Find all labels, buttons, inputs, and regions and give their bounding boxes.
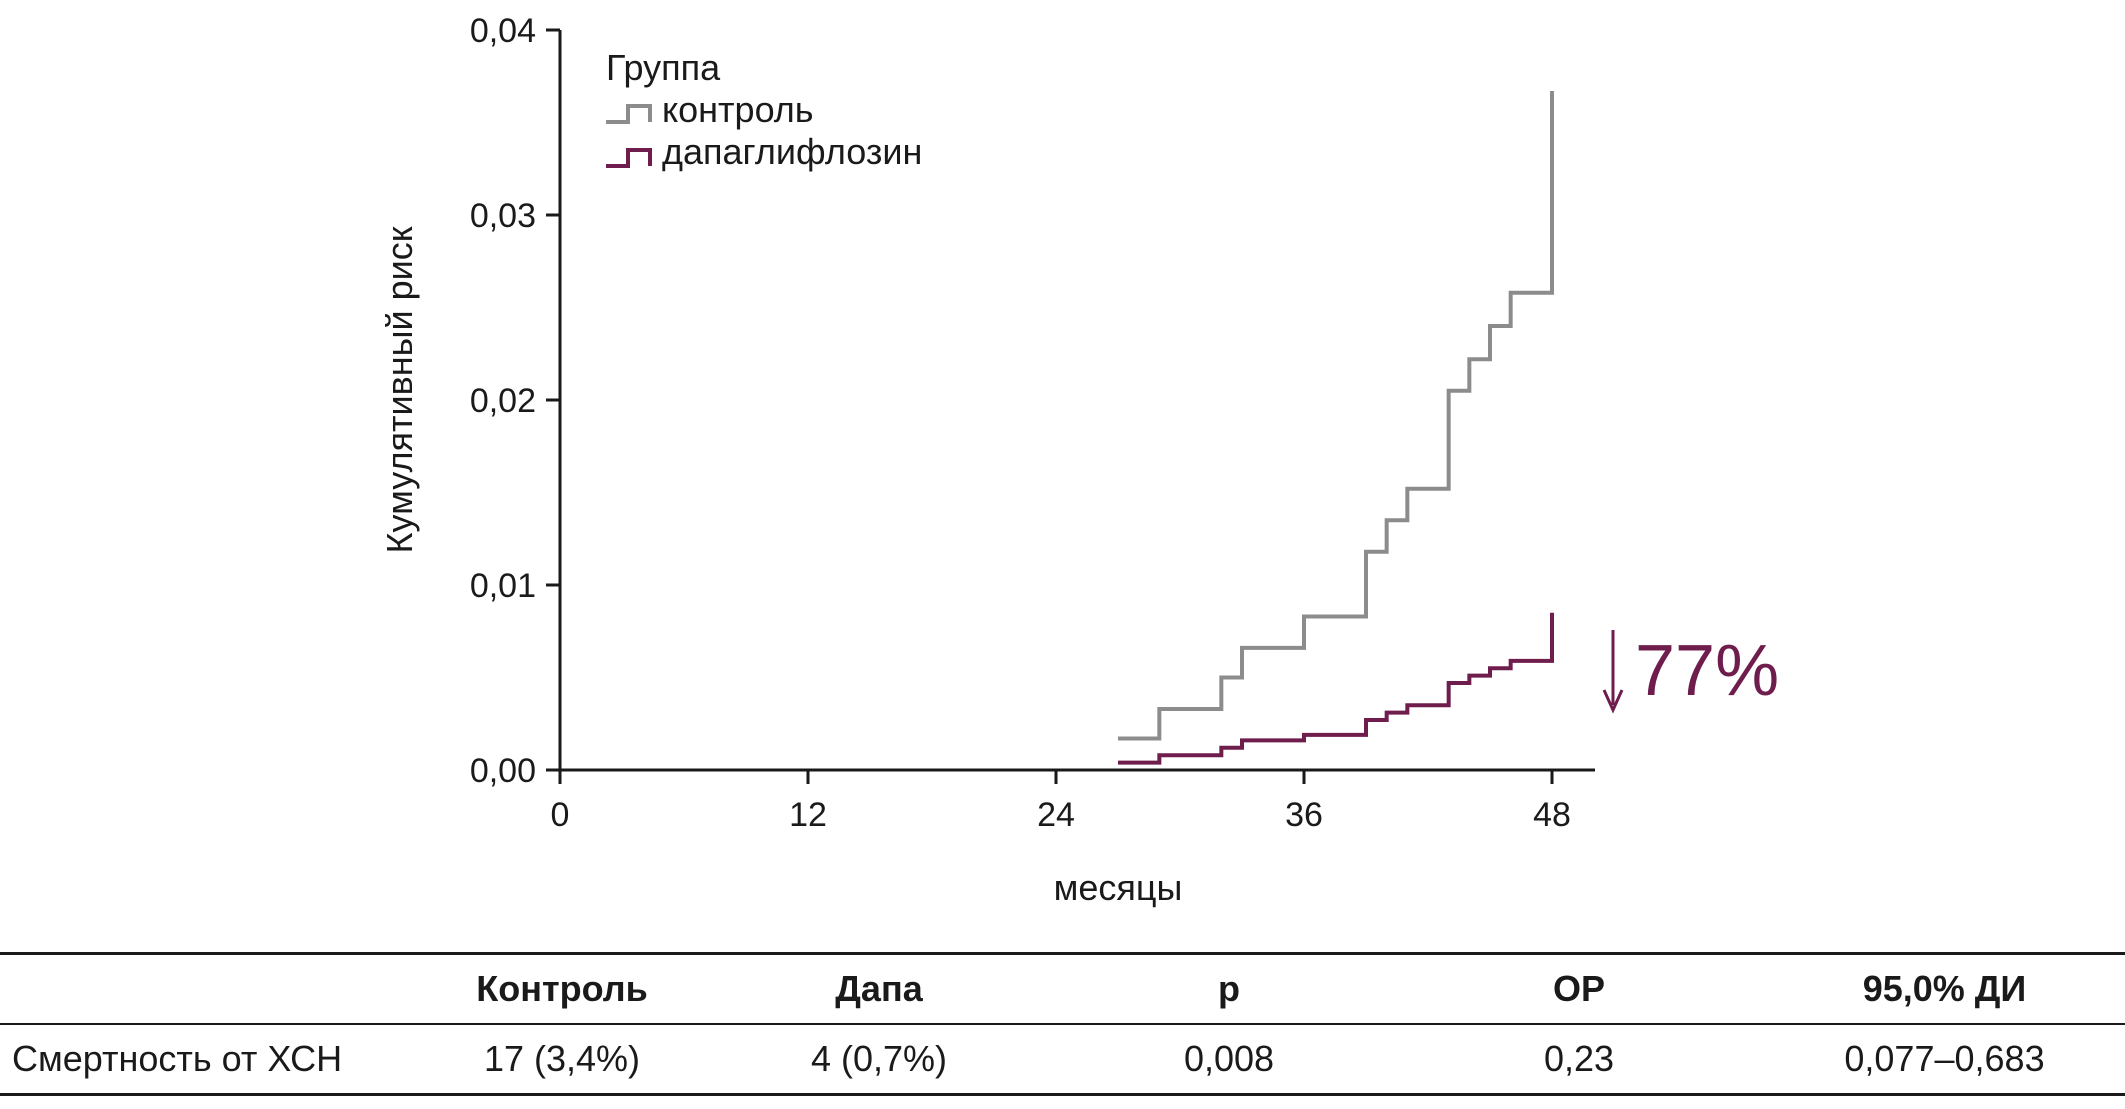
y-tick-label: 0,02 xyxy=(470,382,536,420)
x-tick-label: 48 xyxy=(1533,796,1571,834)
x-tick-label: 0 xyxy=(551,796,570,834)
x-tick-label: 36 xyxy=(1285,796,1323,834)
y-tick-label: 0,00 xyxy=(470,752,536,790)
legend: Группа контроль дапаглифлозин xyxy=(606,47,922,172)
row-label: Смертность от ХСН xyxy=(12,1038,343,1079)
y-tick-label: 0,03 xyxy=(470,197,536,235)
y-tick-label: 0,01 xyxy=(470,567,536,605)
y-axis-title: Кумулятивный риск xyxy=(379,226,420,553)
cell-p: 0,008 xyxy=(1183,1038,1275,1079)
cumulative-risk-chart: 0,00 0,01 0,02 0,03 0,04 0 12 24 36 48 месяцы Ку… xyxy=(379,12,1779,908)
series-line-control xyxy=(1118,91,1554,741)
y-tick-label: 0,04 xyxy=(470,12,536,50)
legend-swatch-dapa xyxy=(606,148,652,168)
series-line-dapa xyxy=(1118,612,1554,765)
x-tick-label: 24 xyxy=(1037,796,1075,834)
x-tick-label: 12 xyxy=(789,796,827,834)
down-arrow-head-icon xyxy=(1602,689,1624,714)
x-axis-title: месяцы xyxy=(1054,867,1183,908)
header-cell-control: Контроль xyxy=(476,968,648,1009)
header-cell-dapa: Дапа xyxy=(835,968,923,1009)
cell-hr: 0,23 xyxy=(1543,1038,1615,1079)
series-layer xyxy=(1118,91,1554,765)
cell-control: 17 (3,4%) xyxy=(483,1038,641,1079)
summary-table: Контроль Дапа p ОР 95,0% ДИ Смертность о… xyxy=(0,952,2125,1096)
header-cell-hr: ОР xyxy=(1552,968,1605,1009)
legend-label-dapa: дапаглифлозин xyxy=(662,131,922,172)
reduction-percent: 77% xyxy=(1635,631,1779,711)
y-ticks: 0,00 0,01 0,02 0,03 0,04 xyxy=(470,12,560,790)
header-cell-ci: 95,0% ДИ xyxy=(1862,968,2027,1009)
legend-label-control: контроль xyxy=(662,89,814,130)
table-header-row: Контроль Дапа p ОР 95,0% ДИ xyxy=(0,953,2125,1025)
reduction-annotation: 77% xyxy=(1602,630,1779,714)
cell-ci: 0,077–0,683 xyxy=(1844,1038,2045,1079)
legend-title: Группа xyxy=(606,47,721,88)
header-cell-empty xyxy=(0,954,430,1025)
legend-swatch-control xyxy=(606,104,652,124)
cell-dapa: 4 (0,7%) xyxy=(810,1038,948,1079)
header-cell-p: p xyxy=(1218,968,1240,1009)
table-row: Смертность от ХСН 17 (3,4%) 4 (0,7%) 0,0… xyxy=(0,1024,2125,1095)
x-ticks: 0 12 24 36 48 xyxy=(551,770,1571,834)
